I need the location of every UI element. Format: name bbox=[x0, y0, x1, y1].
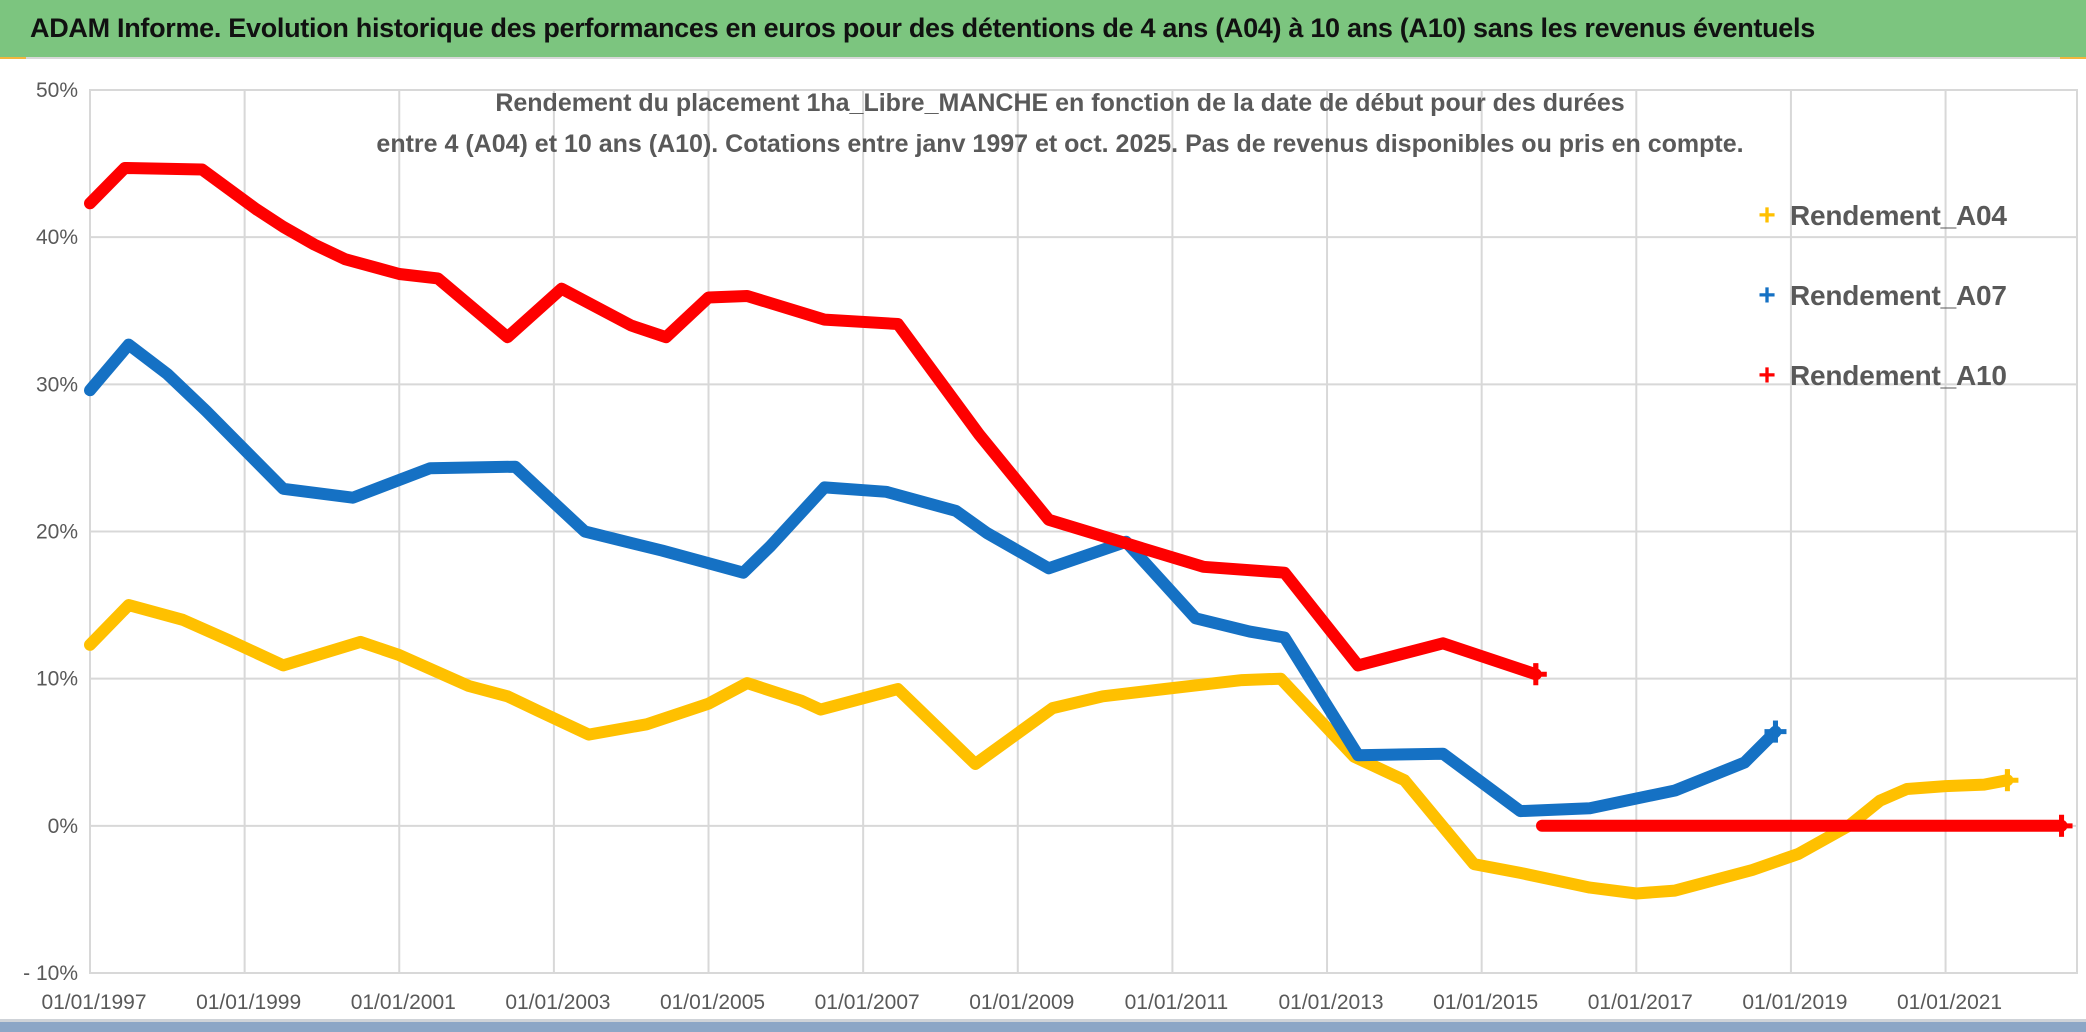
x-axis-tick-label: 01/01/2013 bbox=[1278, 991, 1383, 1014]
legend-label: Rendement_A04 bbox=[1790, 200, 2007, 231]
x-axis-tick-label: 01/01/2021 bbox=[1897, 991, 2002, 1014]
y-axis-tick-label: 20% bbox=[36, 521, 78, 544]
chart-area: 50% 40% 30% 20% 10% 0% - 10% 01/01/1997 01/01/19… bbox=[0, 59, 2086, 1019]
plus-marker-icon: + bbox=[1758, 199, 1776, 232]
legend-label: Rendement_A10 bbox=[1790, 360, 2007, 391]
y-axis-tick-label: 0% bbox=[48, 815, 78, 838]
y-axis-tick-label: 10% bbox=[36, 668, 78, 691]
series-line-rendement_a04 bbox=[84, 599, 2014, 900]
header-divider bbox=[0, 57, 2086, 59]
y-axis-tick-label: - 10% bbox=[23, 962, 78, 985]
x-axis-tick-label: 01/01/2017 bbox=[1588, 991, 1693, 1014]
x-axis-tick-label: 01/01/2005 bbox=[660, 991, 765, 1014]
plus-marker-icon: + bbox=[1758, 279, 1776, 312]
x-axis-tick-label: 01/01/2015 bbox=[1433, 991, 1538, 1014]
chart-plot-svg: 50% 40% 30% 20% 10% 0% - 10% 01/01/1997 01/01/19… bbox=[23, 79, 2078, 1014]
series-line-rendement_a10 bbox=[84, 162, 1542, 681]
x-axis-tick-label: 01/01/2009 bbox=[969, 991, 1074, 1014]
x-axis-tick-label: 01/01/2007 bbox=[815, 991, 920, 1014]
x-axis-tick-label: 01/01/1997 bbox=[41, 991, 146, 1014]
legend-item-rendement-a07: + Rendement_A07 bbox=[1752, 279, 2072, 313]
x-axis-tick-label: 01/01/2011 bbox=[1125, 991, 1229, 1014]
legend-item-rendement-a04: + Rendement_A04 bbox=[1752, 199, 2072, 233]
y-axis-tick-label: 50% bbox=[36, 79, 78, 102]
x-axis-tick-label: 01/01/2001 bbox=[351, 991, 456, 1014]
series-line-rendement_a07 bbox=[84, 338, 1782, 818]
bottom-window-edge bbox=[0, 1022, 2086, 1032]
y-axis-tick-label: 40% bbox=[36, 226, 78, 249]
chart-legend: + Rendement_A04 + Rendement_A07 + Rendem… bbox=[1752, 199, 2072, 439]
x-axis-tick-label: 01/01/2019 bbox=[1742, 991, 1847, 1014]
plus-marker-icon: + bbox=[1758, 359, 1776, 392]
legend-label: Rendement_A07 bbox=[1790, 280, 2007, 311]
legend-item-rendement-a10: + Rendement_A10 bbox=[1752, 359, 2072, 393]
header-bar: ADAM Informe. Evolution historique des p… bbox=[0, 0, 2086, 57]
y-axis-tick-label: 30% bbox=[36, 373, 78, 396]
x-axis-tick-label: 01/01/2003 bbox=[505, 991, 610, 1014]
page-title: ADAM Informe. Evolution historique des p… bbox=[30, 13, 1815, 43]
bottom-divider bbox=[0, 1019, 2086, 1022]
x-axis-tick-label: 01/01/1999 bbox=[196, 991, 301, 1014]
